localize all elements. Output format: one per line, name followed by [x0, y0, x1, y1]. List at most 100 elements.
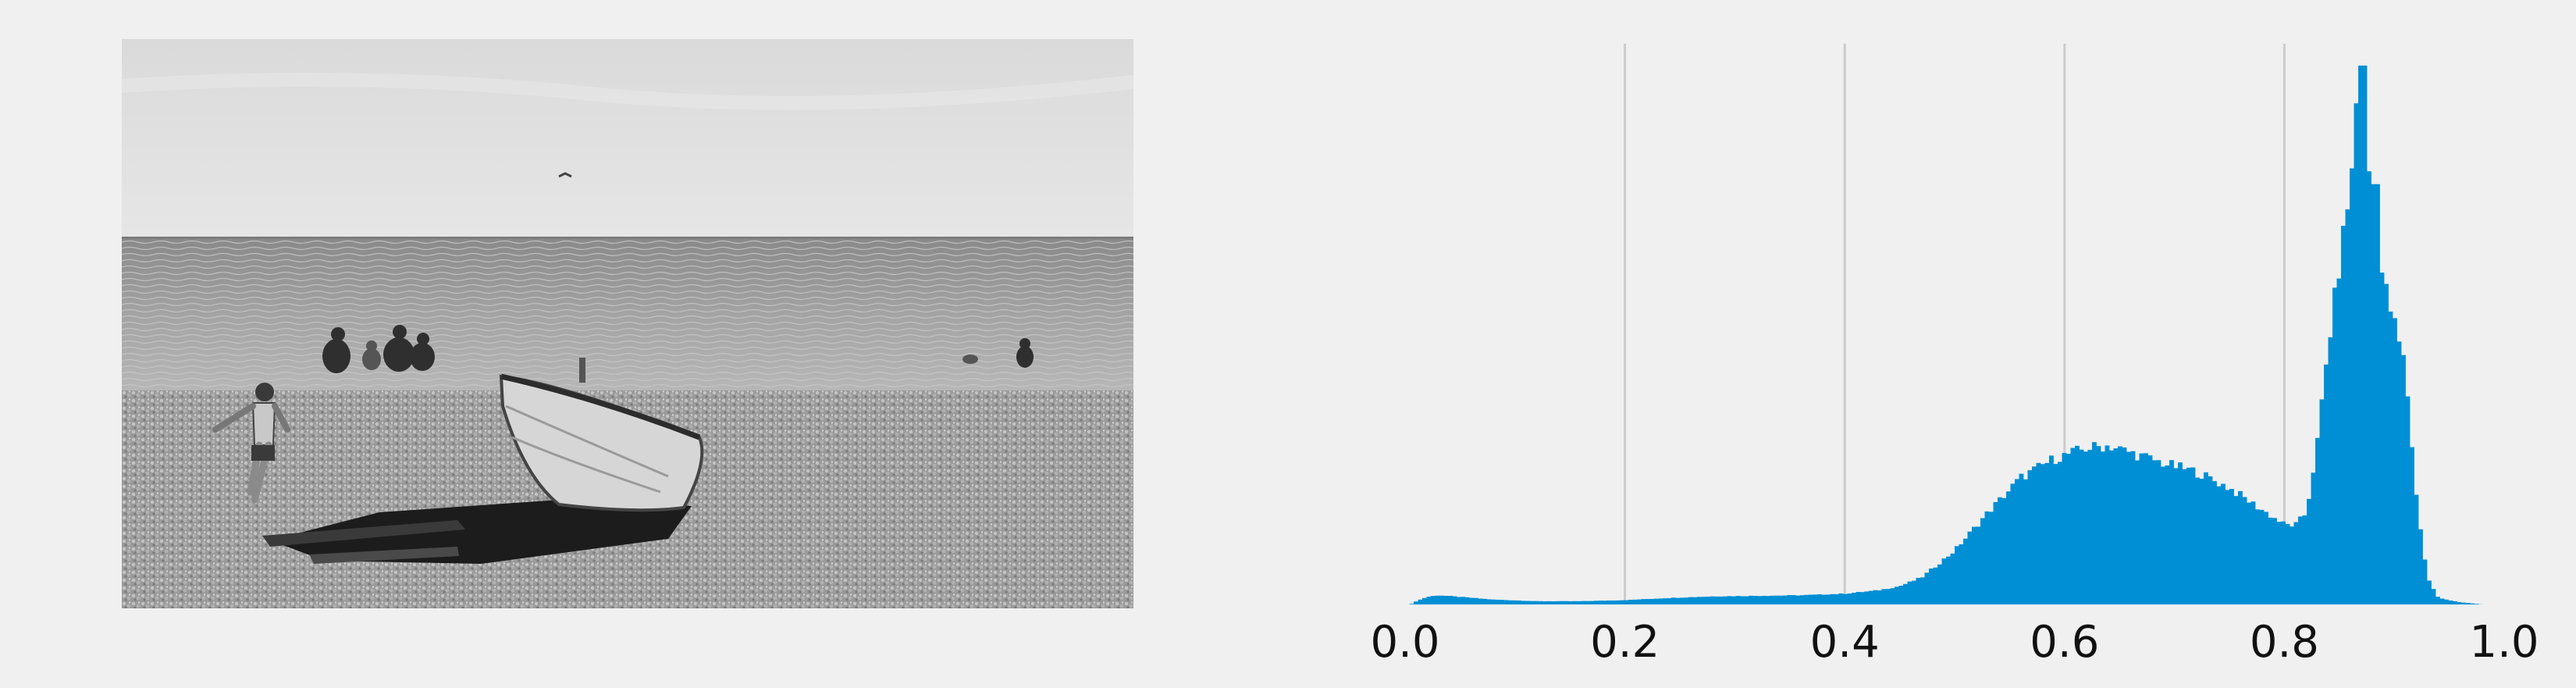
histogram-bar [1787, 595, 1792, 604]
histogram-bar [2414, 494, 2419, 604]
histogram-bar [2010, 483, 2016, 604]
histogram-bar [2290, 526, 2294, 604]
histogram-bar [2096, 446, 2101, 604]
histogram-bar [2105, 445, 2110, 604]
histogram-bar [1620, 600, 1624, 604]
histogram-bar [1581, 601, 1586, 604]
histogram-bar [1916, 577, 1921, 604]
histogram-bar [1589, 601, 1595, 604]
histogram-bar [1924, 572, 1930, 604]
histogram-bar [2332, 287, 2337, 604]
histogram-bar [2152, 460, 2157, 604]
histogram-bar [2448, 600, 2453, 604]
histogram-bar [1873, 590, 1878, 604]
x-tick-label: 0.4 [1810, 617, 1880, 668]
histogram-bar [2079, 449, 2084, 604]
histogram-bar [2461, 602, 2466, 604]
histogram-bars [1409, 66, 2483, 605]
histogram-bar [2113, 448, 2119, 604]
histogram-bar [1847, 593, 1852, 604]
histogram-bar [1770, 595, 1775, 604]
histogram-bar [1422, 597, 1427, 604]
histogram-bar [1546, 601, 1552, 604]
histogram-bar [2465, 603, 2471, 604]
histogram-bar [2255, 509, 2260, 604]
histogram-bar [2358, 66, 2363, 604]
histogram-bar [1838, 593, 1844, 604]
histogram-bar [2418, 529, 2423, 604]
x-tick-label: 0.8 [2250, 617, 2319, 668]
histogram-svg: 0.0 0.2 0.4 0.6 0.8 1.0 [1370, 44, 2539, 668]
histogram-bar [1706, 596, 1710, 604]
histogram-bar [2233, 496, 2239, 604]
histogram-bar [1735, 596, 1741, 604]
histogram-bar [2173, 468, 2179, 604]
histogram-bar [1538, 601, 1543, 604]
histogram-bar [2272, 518, 2277, 604]
histogram-bar [2070, 447, 2076, 604]
histogram-bar [2388, 311, 2393, 604]
histogram-bar [1860, 592, 1865, 604]
histogram-bar [2023, 479, 2028, 604]
histogram-bar [1692, 597, 1698, 604]
histogram-bar [1486, 599, 1492, 604]
histogram-bar [1555, 601, 1560, 604]
sky [122, 39, 1133, 239]
histogram-bar [1907, 581, 1912, 604]
histogram-bar [1603, 601, 1607, 604]
histogram-bar [2315, 437, 2320, 604]
histogram-bar [2118, 446, 2122, 604]
histogram-bar [2126, 451, 2131, 604]
histogram-bar [2311, 472, 2316, 604]
histogram-bar [2298, 516, 2303, 604]
histogram-bar [1826, 594, 1831, 604]
histogram-bar [1525, 601, 1530, 604]
histogram-bar [2139, 453, 2144, 604]
histogram-bar [2147, 455, 2153, 604]
histogram-bar [2345, 209, 2350, 604]
histogram-bar [1503, 600, 1509, 604]
histogram-bar [2375, 184, 2380, 605]
histogram-bar [1594, 601, 1599, 604]
histogram-bar [1426, 597, 1432, 604]
histogram-bar [2264, 512, 2268, 604]
histogram-bar [1560, 601, 1564, 604]
histogram-bar [1568, 601, 1573, 604]
histogram-bar [2204, 472, 2208, 604]
histogram-bar [2453, 601, 2457, 604]
histogram-bar [2195, 477, 2200, 604]
histogram-bar [1663, 598, 1667, 604]
histogram-bar [2427, 580, 2432, 604]
histogram-bar [2015, 479, 2019, 604]
histogram-bar [2405, 396, 2411, 604]
histogram-bar [1959, 544, 1964, 604]
histogram-bar [1774, 595, 1779, 604]
histogram-bar [2135, 460, 2140, 604]
histogram-bar [1963, 538, 1968, 604]
histogram-bar [1800, 595, 1805, 604]
histogram-bar [1465, 597, 1470, 604]
histogram-bar [1984, 511, 1990, 604]
histogram-bar [2250, 501, 2256, 604]
histogram-bar [1542, 601, 1547, 604]
histogram-bar [2122, 447, 2127, 604]
histogram-bar [1890, 588, 1895, 604]
histogram-bar [2075, 445, 2080, 604]
beach-photo-image [122, 39, 1133, 608]
histogram-bar [2324, 364, 2329, 604]
histogram-bar [1482, 598, 1487, 604]
histogram-bar [1744, 596, 1749, 604]
histogram-bar [1898, 585, 1904, 604]
histogram-bar [1778, 595, 1784, 604]
histogram-bar [2341, 226, 2346, 604]
histogram-bar [2044, 462, 2050, 604]
histogram-bar [1929, 569, 1934, 604]
histogram-bar [2384, 283, 2389, 604]
histogram-bar [2144, 453, 2148, 604]
histogram-bar [1697, 597, 1702, 604]
histogram-bar [2393, 318, 2397, 604]
histogram-bar [1821, 594, 1827, 604]
histogram-bar [1740, 596, 1745, 604]
histogram-bar [2396, 341, 2402, 604]
histogram-bar [1843, 594, 1848, 604]
